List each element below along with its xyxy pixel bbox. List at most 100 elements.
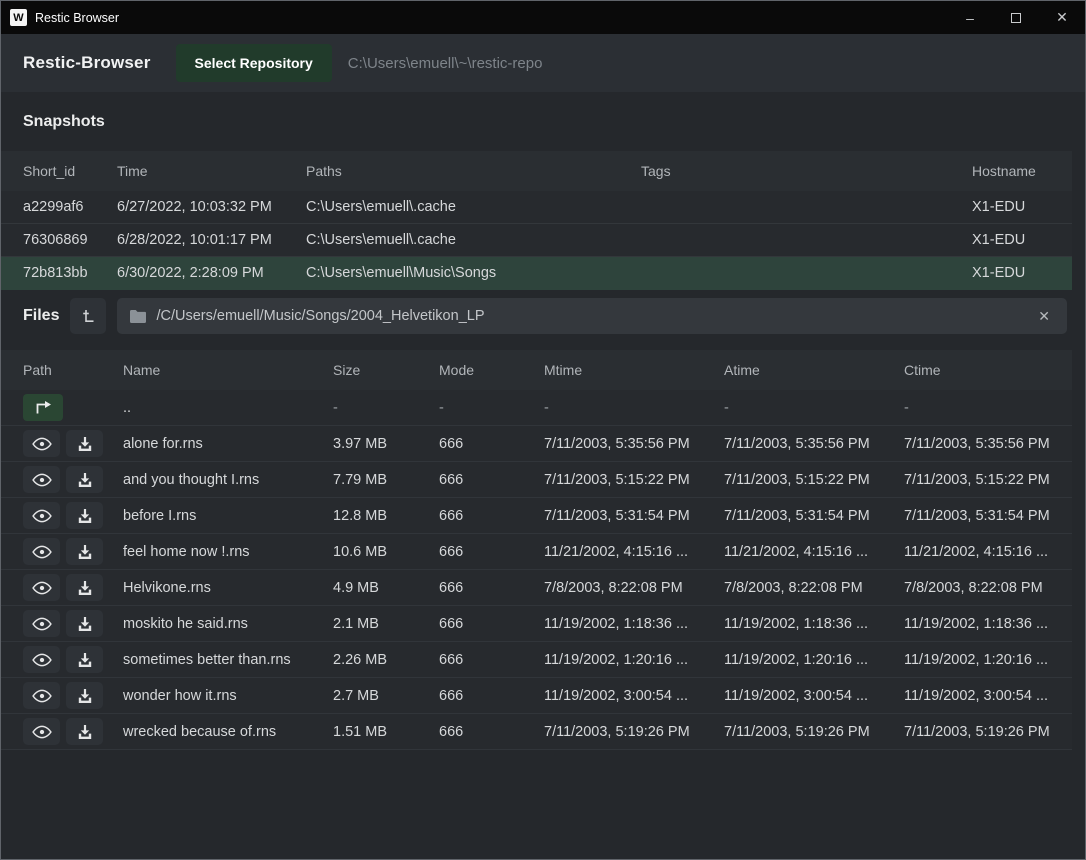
window-titlebar: W Restic Browser – ✕ (1, 1, 1085, 34)
snapshots-col-paths: Paths (306, 163, 342, 179)
view-file-button[interactable] (23, 718, 60, 745)
download-icon (78, 544, 91, 559)
files-col-mtime: Mtime (544, 362, 583, 378)
file-mtime: 7/11/2003, 5:35:56 PM (544, 435, 690, 452)
files-section-title: Files (23, 307, 60, 324)
l-bracket-icon (83, 310, 94, 322)
file-ctime: 7/11/2003, 5:31:54 PM (904, 507, 1050, 524)
download-file-button[interactable] (66, 646, 103, 673)
file-mode: 666 (439, 507, 464, 524)
file-atime: 7/11/2003, 5:19:26 PM (724, 723, 870, 740)
files-col-name: Name (123, 362, 161, 378)
file-row: before I.rns 12.8 MB 666 7/11/2003, 5:31… (1, 498, 1072, 534)
snapshots-table-body: a2299af6 6/27/2022, 10:03:32 PM C:\Users… (1, 191, 1085, 290)
snapshot-short-id: a2299af6 (23, 199, 84, 215)
view-file-button[interactable] (23, 538, 60, 565)
snapshot-time: 6/27/2022, 10:03:32 PM (117, 199, 272, 215)
download-file-button[interactable] (66, 538, 103, 565)
snapshot-short-id: 76306869 (23, 232, 88, 248)
file-name: wonder how it.rns (123, 687, 237, 704)
file-path-input[interactable]: /C/Users/emuell/Music/Songs/2004_Helveti… (117, 298, 1067, 334)
files-col-atime: Atime (724, 362, 760, 378)
view-file-button[interactable] (23, 574, 60, 601)
view-file-button[interactable] (23, 430, 60, 457)
file-size: 3.97 MB (333, 435, 387, 452)
snapshot-row[interactable]: a2299af6 6/27/2022, 10:03:32 PM C:\Users… (1, 191, 1072, 224)
minimize-button[interactable]: – (947, 1, 993, 34)
file-name: sometimes better than.rns (123, 651, 291, 668)
file-name: wrecked because of.rns (123, 723, 277, 740)
download-file-button[interactable] (66, 574, 103, 601)
close-icon: ✕ (1056, 9, 1068, 25)
snapshot-time: 6/28/2022, 10:01:17 PM (117, 232, 272, 248)
download-file-button[interactable] (66, 466, 103, 493)
maximize-button[interactable] (993, 1, 1039, 34)
snapshot-row[interactable]: 76306869 6/28/2022, 10:01:17 PM C:\Users… (1, 224, 1072, 257)
download-file-button[interactable] (66, 718, 103, 745)
file-atime: 7/8/2003, 8:22:08 PM (724, 579, 863, 596)
download-icon (78, 508, 91, 523)
app-title: Restic-Browser (23, 53, 151, 72)
files-table-body: .. - - - - - alone for.rns 3.97 MB 666 7… (1, 390, 1085, 750)
view-file-button[interactable] (23, 610, 60, 637)
go-to-parent-button[interactable] (23, 394, 63, 421)
file-name: and you thought I.rns (123, 471, 260, 488)
file-ctime: - (904, 399, 909, 416)
file-atime: 11/21/2002, 4:15:16 ... (724, 543, 869, 560)
file-name: before I.rns (123, 507, 197, 524)
file-size: 1.51 MB (333, 723, 387, 740)
download-file-button[interactable] (66, 430, 103, 457)
file-ctime: 11/19/2002, 1:20:16 ... (904, 651, 1049, 668)
select-repository-button[interactable]: Select Repository (175, 44, 332, 82)
file-mode: - (439, 399, 444, 416)
snapshot-paths: C:\Users\emuell\Music\Songs (306, 265, 497, 281)
file-mode: 666 (439, 687, 464, 704)
clear-path-button[interactable]: ✕ (1038, 307, 1050, 324)
view-file-button[interactable] (23, 646, 60, 673)
snapshots-col-hostname: Hostname (972, 163, 1036, 179)
eye-icon (31, 437, 52, 450)
file-mtime: 7/11/2003, 5:19:26 PM (544, 723, 690, 740)
download-icon (78, 616, 91, 631)
tree-view-toggle-button[interactable] (70, 298, 107, 334)
eye-icon (31, 725, 52, 738)
file-ctime: 7/8/2003, 8:22:08 PM (904, 579, 1043, 596)
view-file-button[interactable] (23, 682, 60, 709)
files-col-path: Path (23, 362, 52, 378)
snapshots-col-time: Time (117, 163, 148, 179)
file-name: alone for.rns (123, 435, 203, 452)
file-mode: 666 (439, 723, 464, 740)
file-row: Helvikone.rns 4.9 MB 666 7/8/2003, 8:22:… (1, 570, 1072, 606)
return-arrow-icon (36, 401, 51, 414)
snapshot-paths: C:\Users\emuell\.cache (306, 232, 456, 248)
eye-icon (31, 689, 52, 702)
maximize-icon (1011, 12, 1021, 23)
eye-icon (31, 473, 52, 486)
file-size: 4.9 MB (333, 579, 379, 596)
file-atime: - (724, 399, 729, 416)
file-ctime: 11/19/2002, 1:18:36 ... (904, 615, 1049, 632)
snapshot-time: 6/30/2022, 2:28:09 PM (117, 265, 264, 281)
download-file-button[interactable] (66, 682, 103, 709)
download-icon (78, 652, 91, 667)
snapshots-section-title: Snapshots (23, 112, 105, 130)
file-row: moskito he said.rns 2.1 MB 666 11/19/200… (1, 606, 1072, 642)
snapshots-section: Snapshots (1, 92, 1085, 151)
file-size: 12.8 MB (333, 507, 387, 524)
download-file-button[interactable] (66, 610, 103, 637)
snapshots-col-shortid: Short_id (23, 163, 76, 179)
snapshot-row-selected[interactable]: 72b813bb 6/30/2022, 2:28:09 PM C:\Users\… (1, 257, 1072, 290)
close-button[interactable]: ✕ (1039, 1, 1085, 34)
files-section-bar: Files /C/Users/emuell/Music/Songs/2004_H… (1, 290, 1085, 342)
view-file-button[interactable] (23, 466, 60, 493)
file-atime: 7/11/2003, 5:15:22 PM (724, 471, 870, 488)
file-ctime: 7/11/2003, 5:35:56 PM (904, 435, 1050, 452)
files-table-header: Path Name Size Mode Mtime Atime Ctime (1, 350, 1072, 390)
file-size: 2.26 MB (333, 651, 387, 668)
files-col-size: Size (333, 362, 361, 378)
file-mode: 666 (439, 435, 464, 452)
file-mtime: - (544, 399, 549, 416)
view-file-button[interactable] (23, 502, 60, 529)
download-file-button[interactable] (66, 502, 103, 529)
